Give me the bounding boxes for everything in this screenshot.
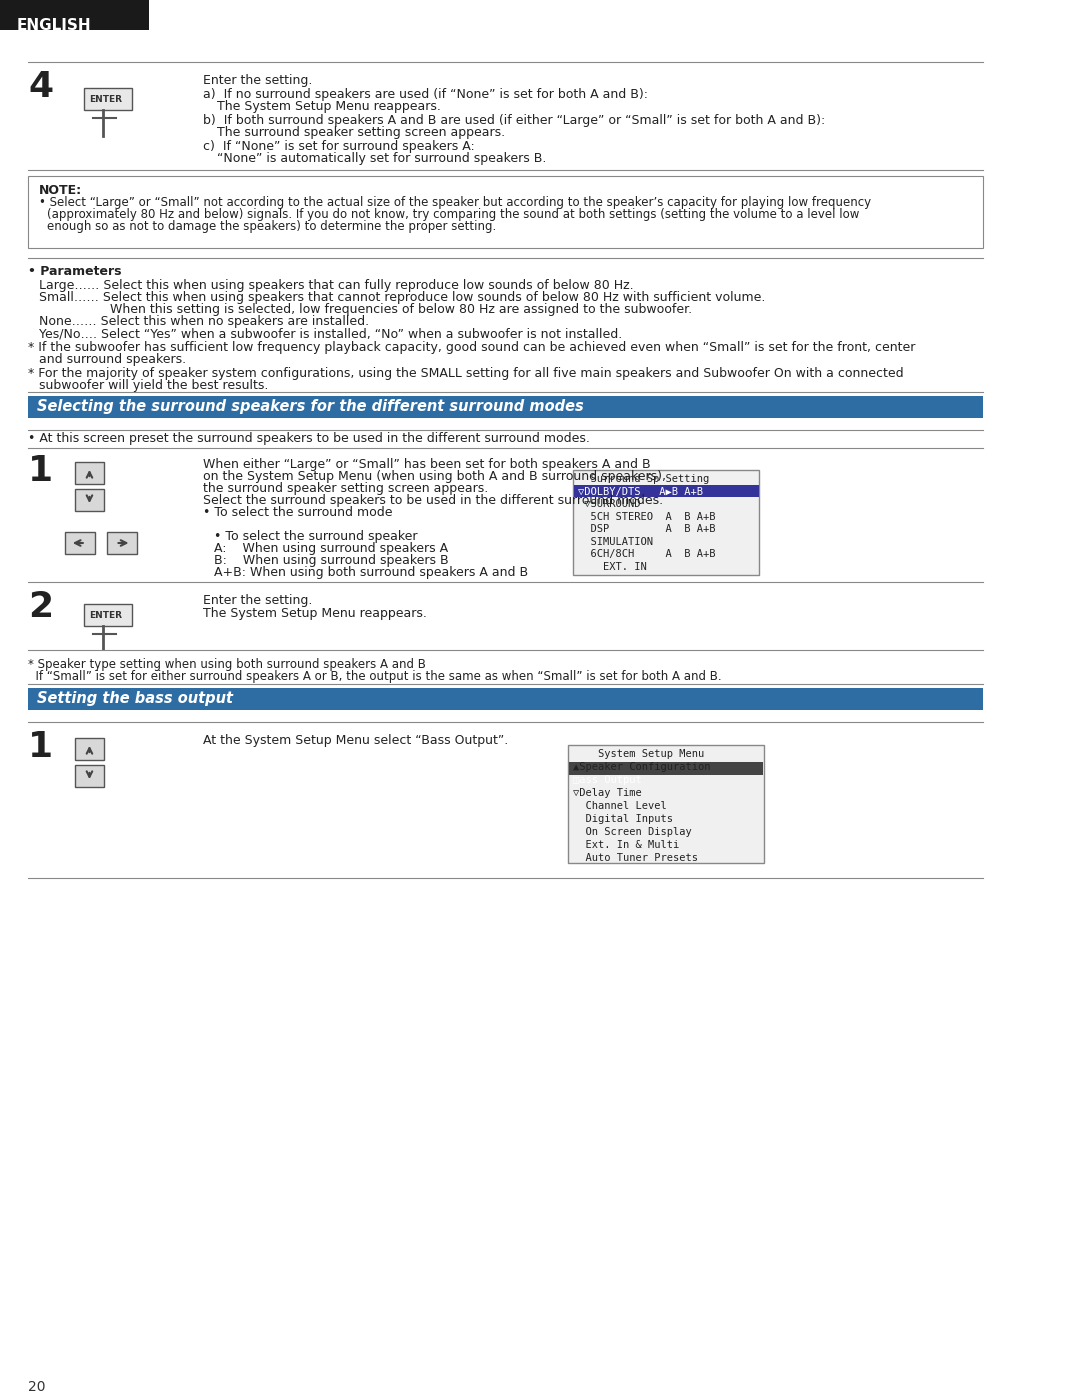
Bar bbox=[75, 462, 105, 484]
Text: 20: 20 bbox=[28, 1379, 45, 1393]
Text: At the System Setup Menu select “Bass Output”.: At the System Setup Menu select “Bass Ou… bbox=[203, 734, 509, 747]
Bar bbox=[84, 604, 133, 625]
Text: c)  If “None” is set for surround speakers A:: c) If “None” is set for surround speaker… bbox=[203, 140, 475, 152]
Text: The System Setup Menu reappears.: The System Setup Menu reappears. bbox=[217, 99, 441, 113]
Text: on the System Setup Menu (when using both A and B surround speakers),: on the System Setup Menu (when using bot… bbox=[203, 470, 666, 483]
Text: ENTER: ENTER bbox=[90, 95, 122, 104]
Text: Ext. In & Multi: Ext. In & Multi bbox=[573, 839, 679, 851]
Text: A:    When using surround speakers A: A: When using surround speakers A bbox=[214, 541, 448, 555]
Bar bbox=[65, 532, 95, 554]
Text: • Parameters: • Parameters bbox=[28, 264, 121, 278]
Text: b)  If both surround speakers A and B are used (if either “Large” or “Small” is : b) If both surround speakers A and B are… bbox=[203, 113, 825, 127]
Text: ▽SURROUND: ▽SURROUND bbox=[578, 499, 640, 509]
Text: Large…… Select this when using speakers that can fully reproduce low sounds of b: Large…… Select this when using speakers … bbox=[39, 278, 634, 292]
Text: Select the surround speakers to be used in the different surround modes.: Select the surround speakers to be used … bbox=[203, 494, 663, 506]
Text: 2: 2 bbox=[28, 590, 53, 624]
Text: “None” is automatically set for surround speakers B.: “None” is automatically set for surround… bbox=[217, 152, 546, 165]
Text: The System Setup Menu reappears.: The System Setup Menu reappears. bbox=[203, 607, 427, 620]
Text: ◫ass Output: ◫ass Output bbox=[573, 775, 642, 785]
Text: Enter the setting.: Enter the setting. bbox=[203, 74, 312, 87]
Text: a)  If no surround speakers are used (if “None” is set for both A and B):: a) If no surround speakers are used (if … bbox=[203, 88, 648, 101]
Text: • To select the surround speaker: • To select the surround speaker bbox=[214, 530, 418, 543]
Bar bbox=[573, 470, 759, 575]
Text: • To select the surround mode: • To select the surround mode bbox=[203, 506, 393, 519]
Text: If “Small” is set for either surround speakers A or B, the output is the same as: If “Small” is set for either surround sp… bbox=[28, 670, 721, 683]
Bar bbox=[28, 688, 983, 711]
Bar bbox=[75, 739, 105, 760]
Bar bbox=[573, 485, 758, 497]
Bar bbox=[28, 176, 983, 248]
Text: When this setting is selected, low frequencies of below 80 Hz are assigned to th: When this setting is selected, low frequ… bbox=[110, 304, 692, 316]
Text: Auto Tuner Presets: Auto Tuner Presets bbox=[573, 853, 698, 863]
Bar bbox=[84, 88, 133, 111]
Text: • At this screen preset the surround speakers to be used in the different surrou: • At this screen preset the surround spe… bbox=[28, 432, 590, 445]
Text: 1: 1 bbox=[28, 730, 53, 764]
Text: System Setup Menu: System Setup Menu bbox=[573, 748, 704, 760]
Text: the surround speaker setting screen appears.: the surround speaker setting screen appe… bbox=[203, 483, 488, 495]
Text: When either “Large” or “Small” has been set for both speakers A and B: When either “Large” or “Small” has been … bbox=[203, 457, 651, 471]
Text: SIMULATION: SIMULATION bbox=[578, 536, 652, 547]
Text: * Speaker type setting when using both surround speakers A and B: * Speaker type setting when using both s… bbox=[28, 658, 426, 672]
Text: None…… Select this when no speakers are installed.: None…… Select this when no speakers are … bbox=[39, 315, 369, 327]
Text: Small…… Select this when using speakers that cannot reproduce low sounds of belo: Small…… Select this when using speakers … bbox=[39, 291, 766, 304]
Text: Yes/No…. Select “Yes” when a subwoofer is installed, “No” when a subwoofer is no: Yes/No…. Select “Yes” when a subwoofer i… bbox=[39, 327, 622, 340]
Text: enough so as not to damage the speakers) to determine the proper setting.: enough so as not to damage the speakers)… bbox=[46, 220, 496, 234]
Text: B:    When using surround speakers B: B: When using surround speakers B bbox=[214, 554, 449, 567]
Text: 6CH/8CH     A  B A+B: 6CH/8CH A B A+B bbox=[578, 548, 715, 560]
Text: EXT. IN: EXT. IN bbox=[578, 561, 647, 572]
Text: ENGLISH: ENGLISH bbox=[17, 18, 92, 34]
Text: Selecting the surround speakers for the different surround modes: Selecting the surround speakers for the … bbox=[38, 399, 584, 414]
Text: • Select “Large” or “Small” not according to the actual size of the speaker but : • Select “Large” or “Small” not accordin… bbox=[39, 196, 872, 208]
Text: (approximately 80 Hz and below) signals. If you do not know, try comparing the s: (approximately 80 Hz and below) signals.… bbox=[46, 208, 859, 221]
Bar bbox=[28, 396, 983, 418]
Text: The surround speaker setting screen appears.: The surround speaker setting screen appe… bbox=[217, 126, 505, 139]
Text: A+B: When using both surround speakers A and B: A+B: When using both surround speakers A… bbox=[214, 567, 528, 579]
Bar bbox=[568, 746, 764, 863]
Bar bbox=[75, 765, 105, 788]
Text: 5CH STEREO  A  B A+B: 5CH STEREO A B A+B bbox=[578, 512, 715, 522]
Bar bbox=[75, 490, 105, 511]
Text: * If the subwoofer has sufficient low frequency playback capacity, good sound ca: * If the subwoofer has sufficient low fr… bbox=[28, 341, 916, 354]
Bar bbox=[569, 762, 764, 775]
Text: Digital Inputs: Digital Inputs bbox=[573, 814, 673, 824]
Text: NOTE:: NOTE: bbox=[39, 185, 82, 197]
Text: DSP         A  B A+B: DSP A B A+B bbox=[578, 525, 715, 534]
Text: ▽Delay Time: ▽Delay Time bbox=[573, 788, 642, 797]
Text: ENTER: ENTER bbox=[90, 611, 122, 620]
Text: Setting the bass output: Setting the bass output bbox=[38, 691, 233, 706]
Text: Enter the setting.: Enter the setting. bbox=[203, 595, 312, 607]
Bar bbox=[0, 0, 149, 29]
Text: * For the majority of speaker system configurations, using the SMALL setting for: * For the majority of speaker system con… bbox=[28, 367, 904, 381]
Text: and surround speakers.: and surround speakers. bbox=[39, 353, 186, 367]
Bar bbox=[107, 532, 137, 554]
Text: 4: 4 bbox=[28, 70, 53, 104]
Text: Surround Sp Setting: Surround Sp Setting bbox=[578, 474, 708, 484]
Text: ▲Speaker Configuration: ▲Speaker Configuration bbox=[573, 762, 711, 772]
Text: Channel Level: Channel Level bbox=[573, 802, 666, 811]
Text: 1: 1 bbox=[28, 455, 53, 488]
Text: subwoofer will yield the best results.: subwoofer will yield the best results. bbox=[39, 379, 269, 392]
Text: On Screen Display: On Screen Display bbox=[573, 827, 692, 837]
Text: ▽DOLBY/DTS   A▶B A+B: ▽DOLBY/DTS A▶B A+B bbox=[578, 487, 703, 497]
